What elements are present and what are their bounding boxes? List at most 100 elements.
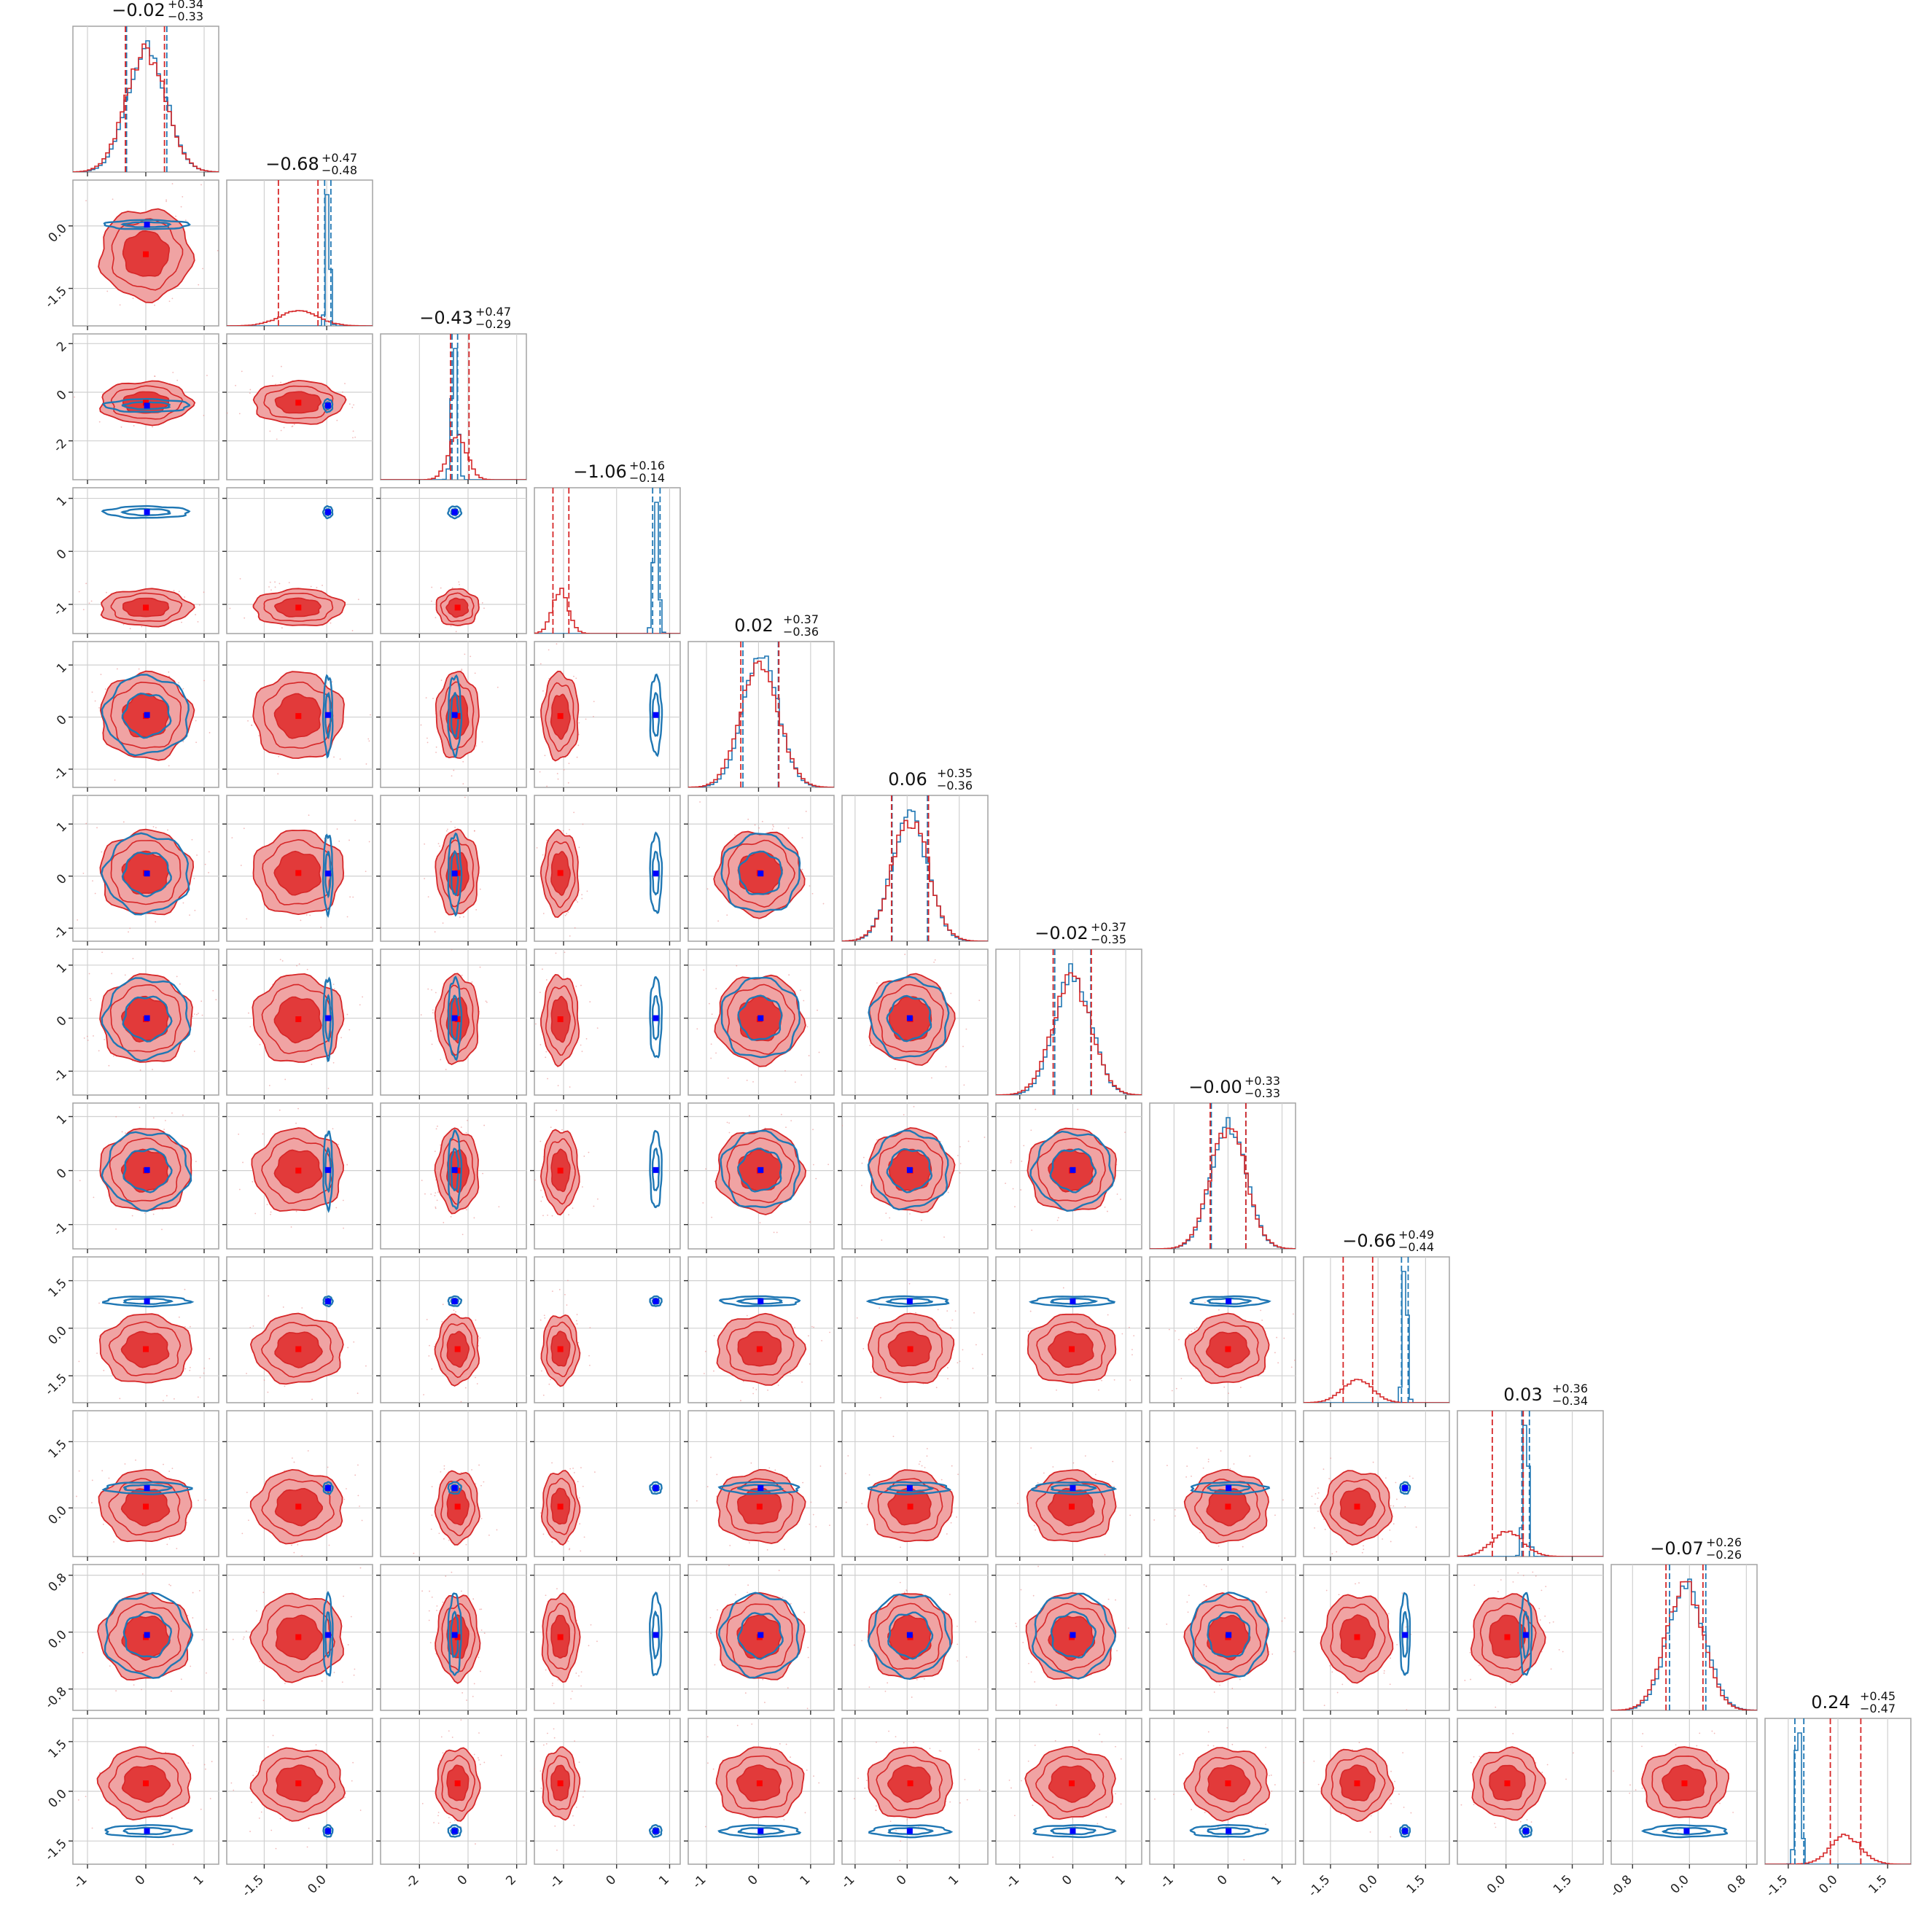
contour-panel <box>684 1564 835 1715</box>
red-sample-point <box>1260 1309 1262 1312</box>
red-sample-point <box>246 1492 248 1493</box>
red-sample-point <box>1207 1460 1210 1462</box>
red-marker <box>295 1634 302 1640</box>
red-sample-point <box>165 1395 168 1397</box>
blue-contour-inner <box>736 1484 784 1493</box>
red-sample-point <box>365 763 367 765</box>
red-sample-point <box>544 1317 546 1319</box>
red-sample-point <box>98 1335 101 1337</box>
red-sample-point <box>787 1687 789 1688</box>
red-sample-point <box>909 1213 911 1215</box>
red-marker <box>557 1167 564 1174</box>
red-sample-point <box>543 1314 545 1317</box>
red-sample-point <box>1203 1584 1205 1586</box>
red-sample-point <box>74 396 75 398</box>
red-sample-point <box>245 1630 247 1632</box>
red-sample-point <box>279 959 281 961</box>
red-sample-point <box>450 1215 452 1218</box>
red-sample-point <box>582 1485 584 1487</box>
red-sample-point <box>1396 1498 1398 1500</box>
red-sample-point <box>256 949 257 950</box>
red-sample-point <box>1396 1643 1398 1645</box>
red-sample-point <box>1464 1680 1466 1681</box>
red-sample-point <box>209 1358 211 1360</box>
red-sample-point <box>542 1196 544 1198</box>
blue-marker <box>1226 1298 1232 1304</box>
red-sample-point <box>212 989 214 992</box>
red-sample-point <box>983 1137 986 1138</box>
red-sample-point <box>752 1392 755 1395</box>
red-sample-point <box>365 1365 367 1367</box>
red-sample-point <box>1005 1183 1007 1185</box>
red-sample-point <box>567 782 569 784</box>
red-sample-point <box>1020 1589 1022 1591</box>
red-sample-point <box>436 1199 438 1201</box>
red-sample-point <box>933 961 935 963</box>
red-sample-point <box>63 1054 65 1056</box>
red-sample-point <box>892 1436 895 1438</box>
red-sample-point <box>198 1589 200 1592</box>
red-sample-point <box>467 1119 468 1121</box>
panel-content <box>381 488 526 634</box>
red-sample-point <box>805 811 807 812</box>
red-sample-point <box>420 724 422 726</box>
red-sample-point <box>574 927 576 929</box>
red-sample-point <box>471 981 473 983</box>
red-sample-point <box>1107 1314 1109 1316</box>
red-sample-point <box>254 1212 257 1215</box>
red-sample-point <box>242 1161 244 1164</box>
blue-contour-inner <box>120 507 171 517</box>
panel-title-minus: −0.36 <box>783 625 819 639</box>
red-sample-point <box>808 1055 810 1056</box>
red-sample-point <box>486 1001 488 1003</box>
red-sample-point <box>806 1707 809 1710</box>
red-sample-point <box>1010 1160 1012 1162</box>
blue-contour-inner <box>450 691 460 739</box>
red-sample-point <box>431 1596 433 1598</box>
red-sample-point <box>861 1162 863 1164</box>
red-sample-point <box>173 1398 175 1400</box>
red-sample-point <box>436 1605 438 1607</box>
red-sample-point <box>170 1584 171 1586</box>
red-sample-point <box>576 1323 578 1325</box>
red-sample-point <box>164 1120 166 1121</box>
red-marker <box>454 604 461 611</box>
red-sample-point <box>903 1114 905 1115</box>
contour-panel <box>684 795 835 946</box>
blue-contour-outer <box>322 505 334 520</box>
red-sample-point <box>1219 1684 1220 1686</box>
red-sample-point <box>187 1762 190 1764</box>
red-sample-point <box>868 1686 870 1688</box>
red-sample-point <box>459 583 460 585</box>
red-sample-point <box>946 1310 949 1312</box>
red-sample-point <box>343 1595 345 1597</box>
red-sample-point <box>443 1222 445 1223</box>
red-marker <box>1225 1503 1231 1510</box>
panel-content <box>73 334 219 480</box>
red-sample-point <box>82 1651 84 1654</box>
red-sample-point <box>427 896 429 898</box>
red-sample-point <box>460 1590 462 1592</box>
red-sample-point <box>1274 1352 1276 1354</box>
red-sample-point <box>104 1038 106 1040</box>
red-sample-point <box>696 1028 698 1030</box>
red-contour-mid <box>262 681 334 749</box>
red-sample-point <box>570 1698 572 1700</box>
red-sample-point <box>280 429 282 432</box>
red-sample-point <box>951 1465 953 1467</box>
red-sample-point <box>122 623 125 626</box>
red-sample-point <box>171 1112 173 1114</box>
red-contour-mid <box>109 983 182 1053</box>
red-sample-point <box>138 668 140 670</box>
panel-content <box>996 1257 1142 1403</box>
red-sample-point <box>704 1350 706 1352</box>
red-histogram <box>1150 1127 1296 1249</box>
red-sample-point <box>1406 1709 1408 1710</box>
red-sample-point <box>176 379 179 381</box>
panel-content <box>534 949 680 1095</box>
red-sample-point <box>258 735 260 737</box>
red-sample-point <box>86 1035 88 1037</box>
red-sample-point <box>1029 1310 1032 1312</box>
red-contour-mid <box>1193 1321 1260 1378</box>
red-sample-point <box>332 636 334 638</box>
